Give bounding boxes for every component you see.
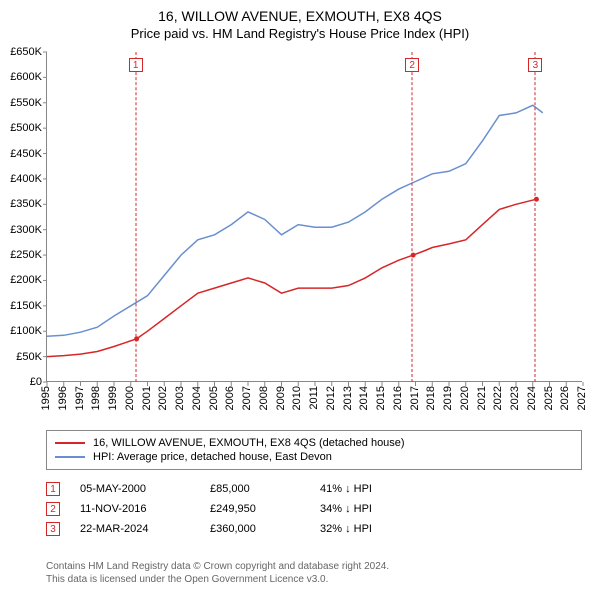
x-tick-label: 2023: [509, 386, 521, 410]
x-tick-label: 2021: [476, 386, 488, 410]
x-tick-label: 2004: [191, 386, 203, 410]
x-tick-label: 2013: [342, 386, 354, 410]
y-tick-label: £650K: [2, 46, 42, 58]
x-tick-label: 2027: [576, 386, 588, 410]
x-tick-label: 2024: [526, 386, 538, 410]
x-tick-label: 2011: [308, 386, 320, 410]
y-tick-label: £500K: [2, 122, 42, 134]
annotation-price: £360,000: [210, 523, 320, 535]
y-tick-label: £550K: [2, 97, 42, 109]
y-tick-label: £100K: [2, 325, 42, 337]
x-tick-label: 2005: [208, 386, 220, 410]
x-tick-label: 2002: [157, 386, 169, 410]
x-tick-label: 1998: [90, 386, 102, 410]
chart-container: 16, WILLOW AVENUE, EXMOUTH, EX8 4QS Pric…: [0, 0, 600, 590]
annotation-pct: 34% ↓ HPI: [320, 503, 410, 515]
x-tick-label: 2000: [124, 386, 136, 410]
y-tick-label: £600K: [2, 71, 42, 83]
x-tick-label: 2017: [409, 386, 421, 410]
x-tick-label: 2018: [425, 386, 437, 410]
legend-item: HPI: Average price, detached house, East…: [55, 451, 573, 463]
x-tick-label: 2003: [174, 386, 186, 410]
x-tick-label: 2015: [375, 386, 387, 410]
annotation-date: 05-MAY-2000: [80, 483, 210, 495]
legend-label: HPI: Average price, detached house, East…: [93, 451, 332, 463]
annotation-marker: 1: [129, 58, 143, 72]
annotation-line: [412, 52, 413, 382]
legend: 16, WILLOW AVENUE, EXMOUTH, EX8 4QS (det…: [46, 430, 582, 470]
x-tick-label: 2014: [358, 386, 370, 410]
legend-swatch: [55, 456, 85, 458]
y-tick-label: £150K: [2, 300, 42, 312]
x-tick-label: 2008: [258, 386, 270, 410]
y-tick-label: £0: [2, 376, 42, 388]
annotation-pct: 32% ↓ HPI: [320, 523, 410, 535]
chart-title: 16, WILLOW AVENUE, EXMOUTH, EX8 4QS: [0, 8, 600, 24]
annotation-marker: 2: [405, 58, 419, 72]
annotation-table: 1 05-MAY-2000 £85,000 41% ↓ HPI 2 11-NOV…: [46, 476, 582, 542]
x-tick-label: 2009: [275, 386, 287, 410]
chart-subtitle: Price paid vs. HM Land Registry's House …: [0, 26, 600, 41]
x-tick-label: 1997: [74, 386, 86, 410]
legend-item: 16, WILLOW AVENUE, EXMOUTH, EX8 4QS (det…: [55, 437, 573, 449]
x-tick-label: 2022: [492, 386, 504, 410]
annotation-marker: 3: [528, 58, 542, 72]
annotation-pct: 41% ↓ HPI: [320, 483, 410, 495]
x-tick-label: 2006: [224, 386, 236, 410]
x-tick-label: 2012: [325, 386, 337, 410]
annotation-line: [135, 52, 136, 382]
annotation-badge: 1: [46, 482, 60, 496]
x-tick-label: 2026: [559, 386, 571, 410]
x-tick-label: 2020: [459, 386, 471, 410]
x-tick-label: 2007: [241, 386, 253, 410]
y-tick-label: £300K: [2, 224, 42, 236]
y-tick-label: £50K: [2, 351, 42, 363]
annotation-row: 2 11-NOV-2016 £249,950 34% ↓ HPI: [46, 502, 582, 516]
y-tick-label: £400K: [2, 173, 42, 185]
title-block: 16, WILLOW AVENUE, EXMOUTH, EX8 4QS Pric…: [0, 0, 600, 45]
y-tick-label: £250K: [2, 249, 42, 261]
annotation-line: [535, 52, 536, 382]
plot-area: [46, 52, 582, 382]
x-tick-label: 1995: [40, 386, 52, 410]
x-tick-label: 1999: [107, 386, 119, 410]
y-tick-label: £350K: [2, 198, 42, 210]
annotation-date: 11-NOV-2016: [80, 503, 210, 515]
footer-line: This data is licensed under the Open Gov…: [46, 573, 389, 586]
legend-label: 16, WILLOW AVENUE, EXMOUTH, EX8 4QS (det…: [93, 437, 405, 449]
y-tick-label: £450K: [2, 148, 42, 160]
x-tick-label: 2025: [543, 386, 555, 410]
annotation-price: £85,000: [210, 483, 320, 495]
annotation-row: 1 05-MAY-2000 £85,000 41% ↓ HPI: [46, 482, 582, 496]
chart-area: £0£50K£100K£150K£200K£250K£300K£350K£400…: [46, 52, 582, 382]
chart-svg: [47, 52, 583, 382]
x-tick-label: 2019: [442, 386, 454, 410]
x-tick-label: 2001: [141, 386, 153, 410]
y-tick-label: £200K: [2, 274, 42, 286]
footer: Contains HM Land Registry data © Crown c…: [46, 560, 389, 586]
x-tick-label: 1996: [57, 386, 69, 410]
annotation-date: 22-MAR-2024: [80, 523, 210, 535]
annotation-badge: 2: [46, 502, 60, 516]
series-line-price_paid: [47, 199, 536, 356]
annotation-badge: 3: [46, 522, 60, 536]
x-tick-label: 2010: [291, 386, 303, 410]
annotation-row: 3 22-MAR-2024 £360,000 32% ↓ HPI: [46, 522, 582, 536]
legend-swatch: [55, 442, 85, 444]
series-line-hpi: [47, 105, 543, 336]
x-tick-label: 2016: [392, 386, 404, 410]
annotation-price: £249,950: [210, 503, 320, 515]
footer-line: Contains HM Land Registry data © Crown c…: [46, 560, 389, 573]
